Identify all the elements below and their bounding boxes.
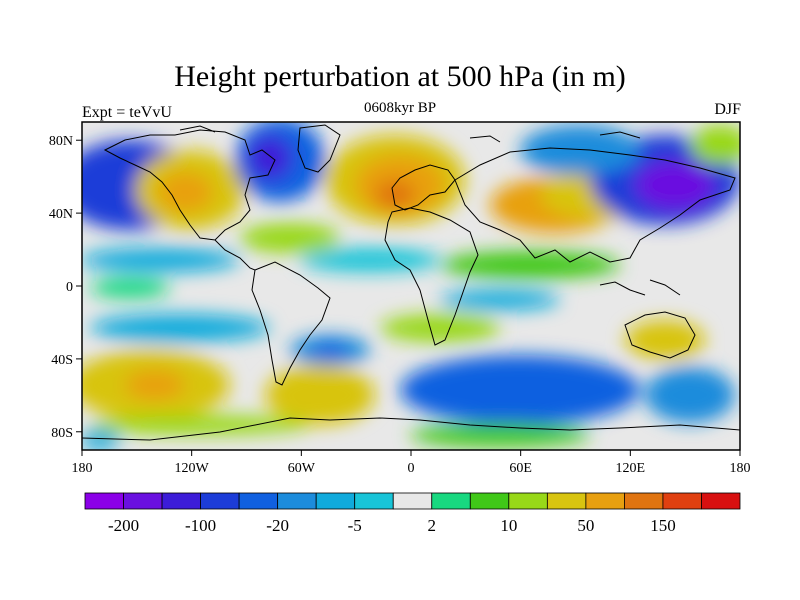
colorbar-label: 2 [428, 516, 437, 535]
colorbar-swatch [469, 492, 510, 510]
lon-tick-label: 60W [288, 461, 316, 476]
colorbar-swatch [701, 492, 741, 510]
colorbar-swatch [84, 492, 124, 510]
time-label: 0608kyr BP [363, 100, 437, 116]
colorbar-label: 150 [650, 516, 676, 535]
season-label: DJF [714, 101, 741, 118]
contour-field [82, 122, 740, 450]
lon-tick-label: 180 [72, 461, 93, 476]
colorbar-label: 50 [577, 516, 594, 535]
colorbar-label: -100 [185, 516, 216, 535]
colorbar-label: 10 [500, 516, 517, 535]
lon-tick-label: 0 [408, 461, 415, 476]
longitude-ticks: 180 120W 60W 0 60E 120E 180 [72, 450, 751, 476]
colorbar-swatch [585, 492, 625, 510]
plot-title: Height perturbation at 500 hPa (in m) [174, 60, 626, 93]
colorbar-swatch [392, 492, 433, 510]
latitude-ticks: 80N 40N 0 40S 80S [49, 134, 82, 441]
colorbar-swatch [315, 492, 356, 510]
colorbar-label: -5 [348, 516, 362, 535]
colorbar-swatch [161, 492, 201, 510]
colorbar-swatch [354, 492, 394, 510]
colorbar-swatch [508, 492, 548, 510]
lon-tick-label: 120W [175, 461, 210, 476]
experiment-label: Expt = teVvU [82, 104, 172, 121]
colorbar-label: -200 [108, 516, 139, 535]
colorbar-swatch [277, 492, 317, 510]
colorbar-label: -20 [266, 516, 289, 535]
colorbar-swatch [123, 492, 163, 510]
lat-tick-label: 80N [49, 134, 73, 149]
colorbar-swatch [200, 492, 240, 510]
lat-tick-label: 0 [66, 280, 73, 295]
lon-tick-label: 60E [509, 461, 532, 476]
colorbar-swatch [546, 492, 587, 510]
lat-tick-label: 80S [51, 426, 73, 441]
colorbar: -200 -100 -20 -5 2 10 50 150 [84, 492, 741, 535]
lon-tick-label: 180 [730, 461, 751, 476]
lon-tick-label: 120E [616, 461, 646, 476]
coastlines [82, 124, 740, 441]
colorbar-swatch [624, 492, 664, 510]
lat-tick-label: 40N [49, 207, 73, 222]
colorbar-swatch [431, 492, 471, 510]
lat-tick-label: 40S [51, 353, 73, 368]
colorbar-swatch [238, 492, 279, 510]
colorbar-swatch [662, 492, 702, 510]
